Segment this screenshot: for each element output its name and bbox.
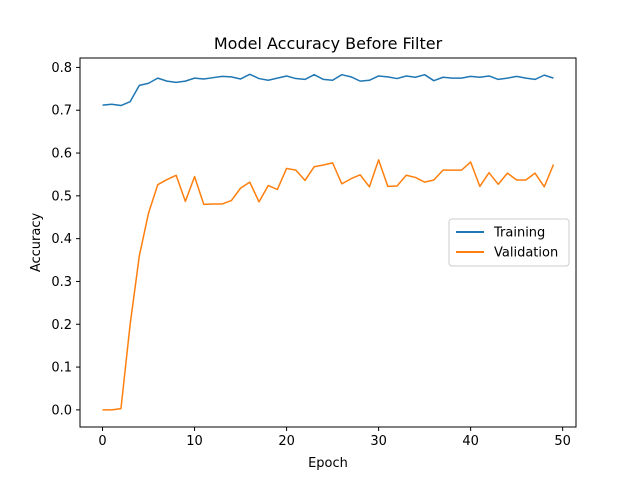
x-tick-label: 10 xyxy=(186,434,203,449)
series-line-training xyxy=(102,73,554,107)
legend-label-training: Training xyxy=(493,226,545,241)
x-tick-label: 0 xyxy=(98,434,106,449)
y-tick-label: 0.8 xyxy=(51,61,72,76)
y-tick-label: 0.0 xyxy=(51,403,72,418)
y-axis-ticks: 0.0 0.1 0.2 0.3 0.4 0.5 0.6 0.7 0.8 xyxy=(51,61,80,418)
y-tick-label: 0.7 xyxy=(51,104,72,119)
y-tick-label: 0.5 xyxy=(51,189,72,204)
y-tick-label: 0.1 xyxy=(51,361,72,376)
x-axis-label: Epoch xyxy=(308,456,348,471)
x-tick-label: 20 xyxy=(278,434,295,449)
legend-label-validation: Validation xyxy=(494,246,558,261)
y-tick-label: 0.6 xyxy=(51,147,72,162)
chart-title: Model Accuracy Before Filter xyxy=(214,34,443,53)
x-tick-label: 30 xyxy=(370,434,387,449)
y-tick-label: 0.2 xyxy=(51,318,72,333)
y-axis-label: Accuracy xyxy=(29,213,44,273)
x-tick-label: 50 xyxy=(554,434,571,449)
x-axis-ticks: 0 10 20 30 40 50 xyxy=(98,427,571,449)
plot-frame xyxy=(79,57,577,428)
plot-lines xyxy=(102,73,555,411)
x-tick-label: 40 xyxy=(462,434,479,449)
y-tick-label: 0.4 xyxy=(51,232,72,247)
series-line-validation xyxy=(102,159,555,411)
y-tick-label: 0.3 xyxy=(51,275,72,290)
legend: Training Validation xyxy=(448,218,570,267)
legend-box xyxy=(448,218,570,267)
